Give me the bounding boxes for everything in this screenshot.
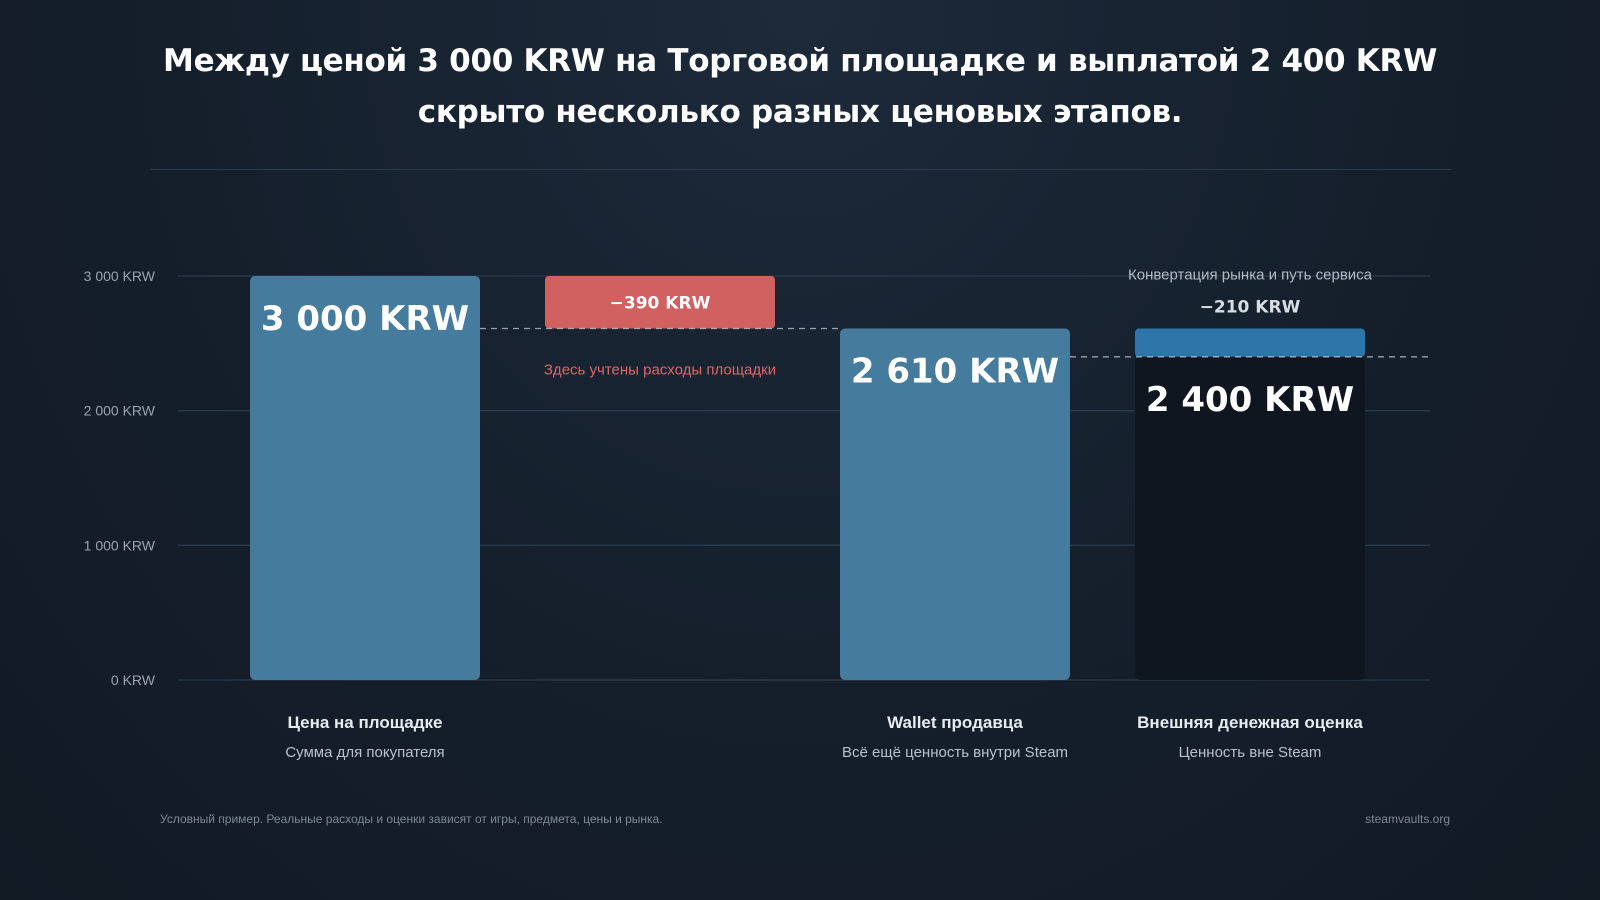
value-bar <box>1135 356 1365 680</box>
source-link[interactable]: steamvaults.org <box>1365 812 1450 826</box>
y-tick-label: 1 000 KRW <box>84 537 156 553</box>
y-tick-label: 2 000 KRW <box>84 403 156 419</box>
chart-title: Между ценой 3 000 KRW на Торговой площад… <box>0 36 1600 138</box>
title-divider <box>150 169 1451 170</box>
fee-value-label: −210 KRW <box>1200 298 1301 318</box>
value-bar <box>840 328 1070 680</box>
title-line-2: скрыто несколько разных ценовых этапов. <box>417 94 1183 130</box>
footnote: Условный пример. Реальные расходы и оцен… <box>160 812 663 826</box>
fee-note: Здесь учтены расходы площадки <box>544 362 776 379</box>
category-sublabel: Всё ещё ценность внутри Steam <box>842 744 1068 761</box>
fee-note: Конвертация рынка и путь сервиса <box>1128 267 1373 284</box>
bar-value-label: 3 000 KRW <box>261 299 469 339</box>
fee-bar-conversion <box>1135 328 1365 357</box>
fee-bar-marketplace <box>545 276 775 329</box>
bar-value-label: 2 610 KRW <box>851 352 1059 392</box>
value-bar <box>250 276 480 680</box>
bars <box>250 276 1365 680</box>
y-tick-label: 0 KRW <box>111 672 156 688</box>
title-line-1: Между ценой 3 000 KRW на Торговой площад… <box>163 43 1437 79</box>
bar-value-label: 2 400 KRW <box>1146 380 1354 420</box>
fee-value-label: −390 KRW <box>610 293 711 313</box>
category-sublabel: Сумма для покупателя <box>285 744 444 761</box>
category-label: Цена на площадке <box>288 713 443 732</box>
category-sublabel: Ценность вне Steam <box>1179 744 1322 761</box>
labels: 3 000 KRW Цена на площадке Сумма для покуп… <box>261 267 1430 761</box>
category-label: Внешняя денежная оценка <box>1137 713 1363 732</box>
y-tick-label: 3 000 KRW <box>84 268 156 284</box>
category-label: Wallet продавца <box>887 713 1023 732</box>
